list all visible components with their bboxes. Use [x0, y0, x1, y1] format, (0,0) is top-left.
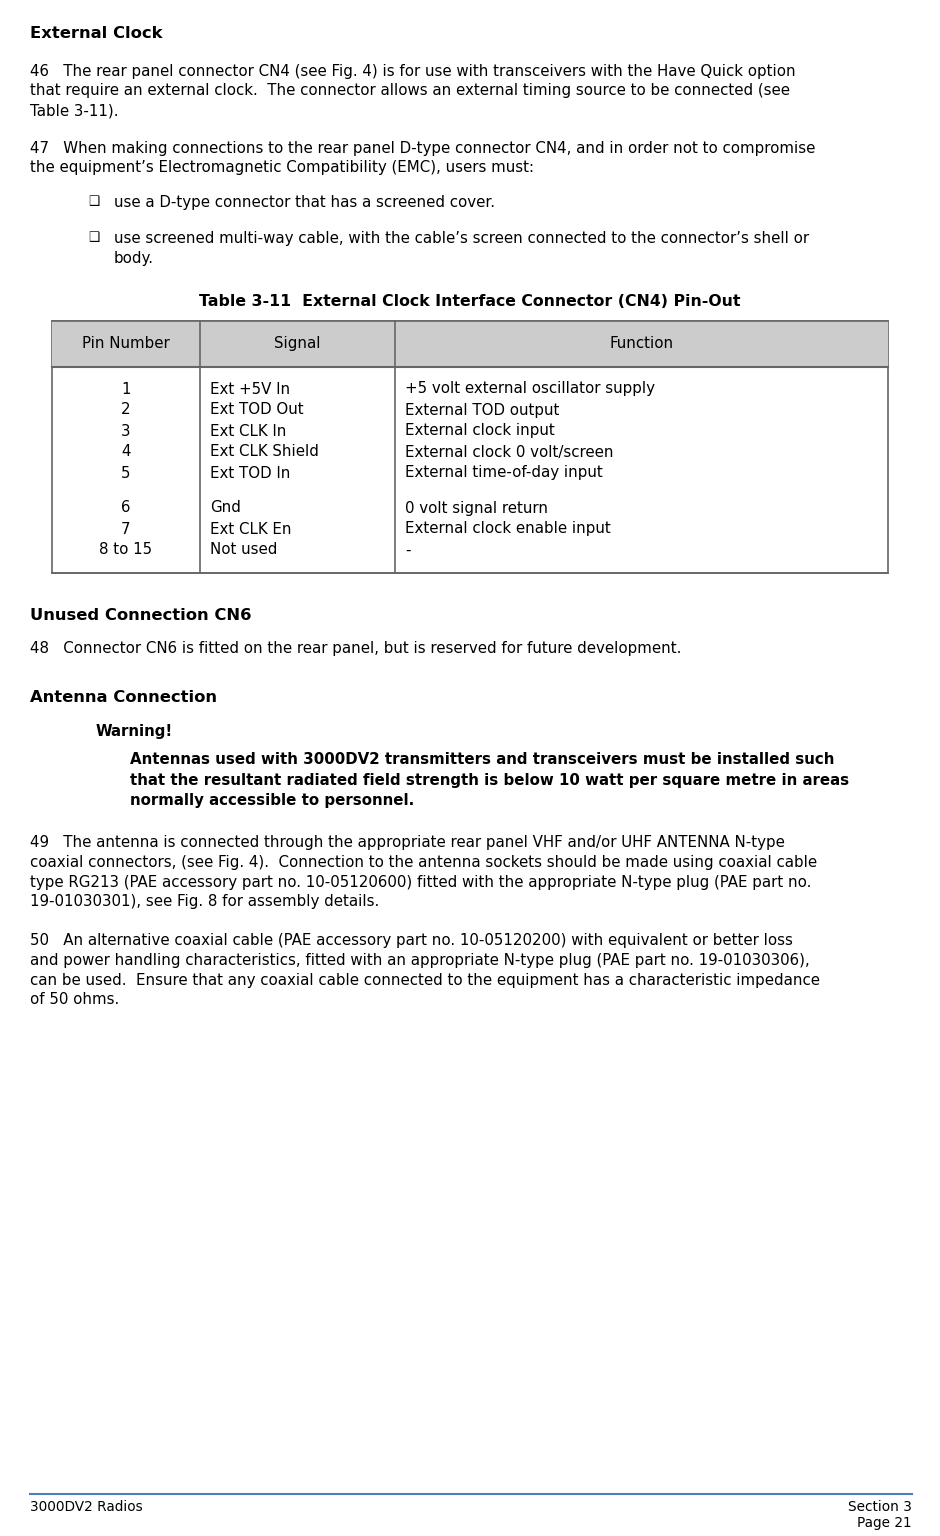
- Text: External time-of-day input: External time-of-day input: [405, 465, 603, 481]
- Text: 19-01030301), see Fig. 8 for assembly details.: 19-01030301), see Fig. 8 for assembly de…: [30, 894, 379, 909]
- Text: that require an external clock.  The connector allows an external timing source : that require an external clock. The conn…: [30, 83, 790, 98]
- Text: 49   The antenna is connected through the appropriate rear panel VHF and/or UHF : 49 The antenna is connected through the …: [30, 836, 785, 851]
- Text: 50   An alternative coaxial cable (PAE accessory part no. 10-05120200) with equi: 50 An alternative coaxial cable (PAE acc…: [30, 934, 792, 949]
- Text: 48   Connector CN6 is fitted on the rear panel, but is reserved for future devel: 48 Connector CN6 is fitted on the rear p…: [30, 641, 682, 656]
- Text: 46   The rear panel connector CN4 (see Fig. 4) is for use with transceivers with: 46 The rear panel connector CN4 (see Fig…: [30, 65, 795, 78]
- Text: Antenna Connection: Antenna Connection: [30, 690, 217, 705]
- Text: use a D-type connector that has a screened cover.: use a D-type connector that has a screen…: [114, 195, 495, 210]
- Text: Page 21: Page 21: [857, 1516, 912, 1530]
- Text: Gnd: Gnd: [210, 501, 241, 516]
- Bar: [52, 321, 888, 367]
- Text: Warning!: Warning!: [96, 723, 173, 739]
- Text: Unused Connection CN6: Unused Connection CN6: [30, 608, 252, 624]
- Text: External TOD output: External TOD output: [405, 402, 559, 418]
- Text: 0 volt signal return: 0 volt signal return: [405, 501, 548, 516]
- Text: Ext +5V In: Ext +5V In: [210, 381, 290, 396]
- Text: External Clock: External Clock: [30, 26, 163, 41]
- Text: ❑: ❑: [88, 230, 100, 244]
- Text: Table 3-11  External Clock Interface Connector (CN4) Pin-Out: Table 3-11 External Clock Interface Conn…: [199, 295, 741, 309]
- Text: 47   When making connections to the rear panel D-type connector CN4, and in orde: 47 When making connections to the rear p…: [30, 140, 815, 155]
- Text: Function: Function: [609, 336, 674, 352]
- Text: body.: body.: [114, 250, 154, 266]
- Text: External clock enable input: External clock enable input: [405, 522, 611, 536]
- Text: 3: 3: [121, 424, 131, 438]
- Text: External clock input: External clock input: [405, 424, 555, 438]
- Text: can be used.  Ensure that any coaxial cable connected to the equipment has a cha: can be used. Ensure that any coaxial cab…: [30, 972, 820, 988]
- Text: the equipment’s Electromagnetic Compatibility (EMC), users must:: the equipment’s Electromagnetic Compatib…: [30, 160, 534, 175]
- Text: 5: 5: [121, 465, 131, 481]
- Text: Ext CLK Shield: Ext CLK Shield: [210, 444, 319, 459]
- Text: Antennas used with 3000DV2 transmitters and transceivers must be installed such: Antennas used with 3000DV2 transmitters …: [130, 753, 835, 766]
- Text: Ext TOD Out: Ext TOD Out: [210, 402, 304, 418]
- Text: use screened multi-way cable, with the cable’s screen connected to the connector: use screened multi-way cable, with the c…: [114, 232, 809, 246]
- Text: Signal: Signal: [274, 336, 321, 352]
- Text: ❑: ❑: [88, 195, 100, 207]
- Text: 3000DV2 Radios: 3000DV2 Radios: [30, 1501, 143, 1514]
- Text: Ext CLK In: Ext CLK In: [210, 424, 287, 438]
- Text: of 50 ohms.: of 50 ohms.: [30, 992, 119, 1008]
- Text: normally accessible to personnel.: normally accessible to personnel.: [130, 793, 415, 808]
- Text: Table 3-11).: Table 3-11).: [30, 103, 118, 118]
- Text: Not used: Not used: [210, 542, 277, 558]
- Text: Ext TOD In: Ext TOD In: [210, 465, 290, 481]
- Text: External clock 0 volt/screen: External clock 0 volt/screen: [405, 444, 614, 459]
- Text: Pin Number: Pin Number: [82, 336, 170, 352]
- Text: Section 3: Section 3: [848, 1501, 912, 1514]
- Text: and power handling characteristics, fitted with an appropriate N-type plug (PAE : and power handling characteristics, fitt…: [30, 952, 809, 968]
- Text: 1: 1: [121, 381, 131, 396]
- Text: 2: 2: [121, 402, 131, 418]
- Text: +5 volt external oscillator supply: +5 volt external oscillator supply: [405, 381, 655, 396]
- Bar: [52, 321, 888, 573]
- Text: type RG213 (PAE accessory part no. 10-05120600) fitted with the appropriate N-ty: type RG213 (PAE accessory part no. 10-05…: [30, 874, 811, 889]
- Text: that the resultant radiated field strength is below 10 watt per square metre in : that the resultant radiated field streng…: [130, 773, 849, 788]
- Text: coaxial connectors, (see Fig. 4).  Connection to the antenna sockets should be m: coaxial connectors, (see Fig. 4). Connec…: [30, 856, 817, 869]
- Text: 7: 7: [121, 522, 131, 536]
- Text: 6: 6: [121, 501, 131, 516]
- Text: Ext CLK En: Ext CLK En: [210, 522, 291, 536]
- Text: 4: 4: [121, 444, 131, 459]
- Text: 8 to 15: 8 to 15: [100, 542, 152, 558]
- Text: -: -: [405, 542, 411, 558]
